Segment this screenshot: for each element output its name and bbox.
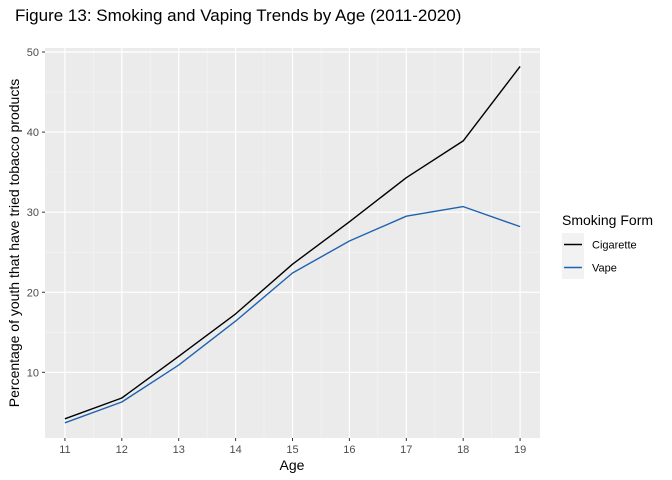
legend: Smoking Form Cigarette Vape [562,212,653,279]
series-lines [64,65,521,424]
chart-title: Figure 13: Smoking and Vaping Trends by … [15,6,461,25]
legend-label-vape: Vape [592,263,617,275]
y-axis-title: Percentage of youth that have tried toba… [6,79,22,407]
legend-label-cigarette: Cigarette [592,240,637,252]
x-tick-label: 12 [116,444,128,456]
x-tick-label: 17 [400,444,412,456]
y-tick-label: 10 [27,367,39,379]
x-tick-label: 14 [229,444,241,456]
x-tick-label: 11 [59,444,70,456]
y-tick-label: 40 [27,127,39,139]
x-tick-label: 15 [286,444,298,456]
y-axis: 10 20 30 40 50 [27,47,45,379]
x-tick-label: 18 [457,444,469,456]
series-line-cigarette [64,65,521,420]
y-tick-label: 30 [27,207,39,219]
series-line-vape [64,205,521,424]
x-axis: 11 12 13 14 15 16 17 18 19 [59,438,526,456]
x-tick-label: 16 [343,444,355,456]
grid [45,48,540,438]
x-axis-title: Age [280,457,305,473]
x-tick-label: 19 [514,444,526,456]
legend-title: Smoking Form [562,212,653,228]
y-tick-label: 50 [27,47,39,59]
x-tick-label: 13 [173,444,185,456]
y-tick-label: 20 [27,287,39,299]
